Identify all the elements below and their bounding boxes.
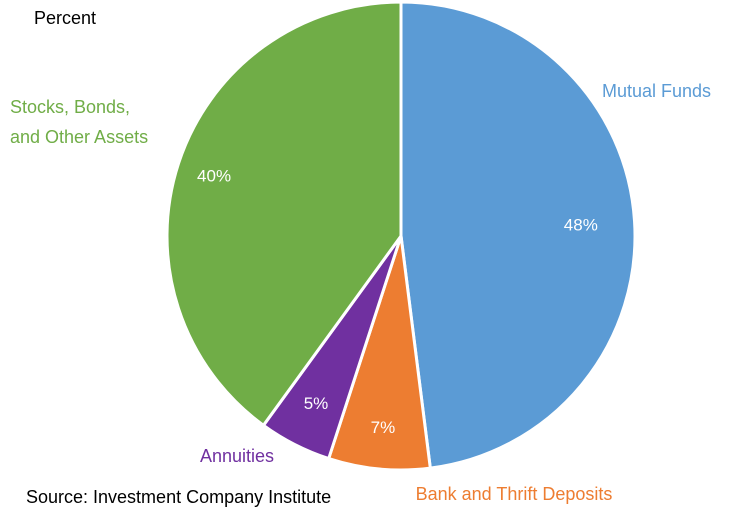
pie-slice-bank-and-thrift-deposits bbox=[327, 234, 432, 472]
slice-value-label: 48% bbox=[564, 216, 598, 235]
slice-category-label: Annuities bbox=[200, 446, 274, 466]
slice-value-label: 7% bbox=[371, 418, 396, 437]
source-note: Source: Investment Company Institute bbox=[26, 487, 332, 507]
slice-value-label: 5% bbox=[304, 394, 329, 413]
slice-category-label: Mutual Funds bbox=[602, 81, 711, 101]
slice-category-label: Stocks, Bonds, and Other Assets bbox=[10, 97, 148, 147]
chart-subtitle: Percent bbox=[34, 8, 97, 28]
slice-category-label: Bank and Thrift Deposits bbox=[416, 484, 613, 504]
pie-slice-stocks-bonds-and-other-assets bbox=[165, 0, 403, 427]
slice-value-label: 40% bbox=[197, 166, 231, 185]
pie-slice-mutual-funds bbox=[399, 0, 637, 470]
